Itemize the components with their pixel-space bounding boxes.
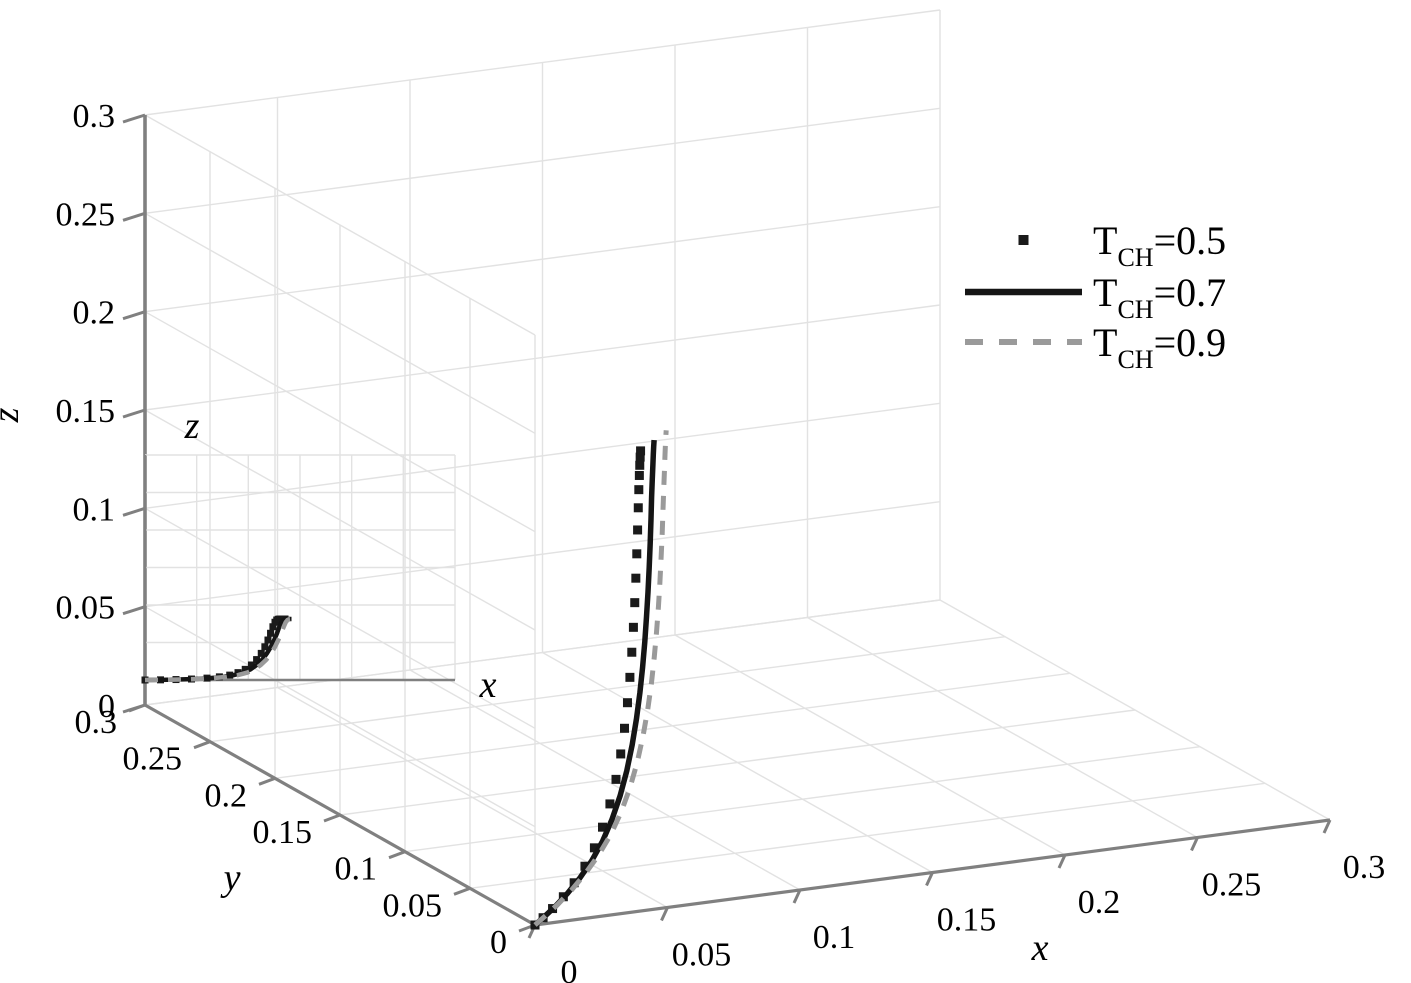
series-marker	[611, 774, 621, 784]
series-marker	[627, 647, 637, 657]
series-marker	[633, 525, 643, 535]
series-marker	[636, 446, 646, 456]
y-axis-tick	[453, 886, 471, 896]
inset-series-marker	[261, 643, 269, 651]
grid-line	[209, 636, 1006, 743]
series-marker	[589, 843, 599, 853]
y-tick-label: 0.1	[335, 851, 378, 888]
series-marker	[634, 485, 644, 495]
series-marker	[631, 573, 641, 583]
grid-line	[939, 599, 1331, 821]
series-marker	[616, 749, 626, 759]
grid-line	[339, 709, 1136, 816]
grid-line	[807, 616, 1198, 839]
z-tick-label: 0.25	[56, 196, 116, 233]
inset-series-marker	[257, 649, 265, 657]
x-axis-tick	[1057, 854, 1067, 869]
series-marker	[632, 549, 642, 559]
y-tick-label: 0.2	[205, 777, 248, 814]
series-marker	[625, 672, 635, 682]
inset-plot	[141, 454, 456, 684]
series-marker	[605, 799, 615, 809]
inset-series-marker	[267, 629, 275, 637]
x-tick-label: 0.25	[1202, 867, 1262, 904]
series-marker	[628, 622, 638, 632]
grid-line	[274, 672, 1071, 779]
x-axis-tick	[1322, 819, 1332, 834]
series-marker	[633, 503, 643, 513]
series-marker	[635, 460, 645, 470]
inset-z-axis-label: z	[184, 405, 200, 447]
z-axis-tick	[122, 605, 146, 616]
z-axis-label: z	[0, 407, 27, 423]
inset-x-axis-label: x	[479, 664, 497, 706]
inset-series-marker	[253, 656, 261, 664]
z-axis-tick	[122, 310, 146, 321]
legend-entry-label: TCH=0.9	[1093, 320, 1226, 374]
z-axis-tick	[122, 113, 146, 124]
grid-line	[144, 107, 941, 214]
legend-marker-dotted	[1018, 235, 1029, 245]
series-marker	[634, 470, 644, 480]
grid-line	[674, 634, 1066, 856]
grid-line	[144, 114, 536, 336]
x-axis-tick	[925, 871, 934, 887]
grid-line	[144, 9, 941, 116]
series-marker	[630, 598, 640, 608]
y-tick-label: 0.15	[253, 814, 313, 851]
y-axis-tick	[323, 813, 341, 823]
z-axis-tick	[122, 408, 146, 419]
z-tick-label: 0.3	[73, 98, 116, 135]
data-curves	[530, 430, 669, 930]
z-axis-tick	[122, 506, 146, 517]
x-axis-label: x	[1031, 927, 1049, 969]
legend-entry-label: TCH=0.5	[1093, 218, 1226, 272]
x-tick-label: 0.05	[672, 937, 732, 974]
x-tick-label: 0.3	[1343, 849, 1386, 886]
grid-lines	[144, 9, 1331, 926]
series-line	[533, 439, 657, 928]
y-axis-tick	[388, 850, 406, 860]
series-marker	[598, 822, 607, 832]
z-tick-label: 0	[98, 688, 115, 725]
x-tick-label: 0.1	[813, 919, 856, 956]
y-tick-label: 0.3	[75, 704, 118, 741]
inset-series-marker	[264, 636, 272, 644]
series-line	[533, 430, 669, 927]
legend-entry-label: TCH=0.7	[1093, 270, 1226, 324]
x-axis-tick	[660, 906, 669, 922]
z-tick-label: 0.15	[56, 393, 116, 430]
grid-line	[144, 212, 536, 434]
x-axis-tick	[1190, 836, 1199, 852]
inset-series-line	[144, 616, 296, 683]
y-tick-label: 0.25	[123, 741, 183, 778]
x-tick-label: 0.2	[1078, 884, 1121, 921]
z-tick-label: 0.2	[73, 295, 116, 332]
y-axis-label: y	[220, 857, 241, 899]
x-axis-tick	[792, 889, 802, 904]
series-marker	[622, 698, 632, 708]
y-tick-label: 0.05	[383, 887, 443, 924]
inset-series-marker	[269, 623, 277, 631]
z-tick-label: 0.1	[73, 491, 116, 528]
z-axis-tick	[122, 703, 146, 714]
y-tick-label: 0	[490, 924, 507, 961]
y-axis-tick	[193, 740, 211, 750]
inset-series-marker	[247, 661, 255, 669]
y-axis-tick	[258, 776, 276, 786]
x-tick-label: 0.15	[937, 902, 997, 939]
z-axis-tick	[122, 211, 146, 222]
series-marker	[635, 452, 645, 462]
x-tick-label: 0	[561, 954, 578, 983]
series-marker	[620, 723, 630, 733]
z-tick-label: 0.05	[56, 590, 116, 627]
